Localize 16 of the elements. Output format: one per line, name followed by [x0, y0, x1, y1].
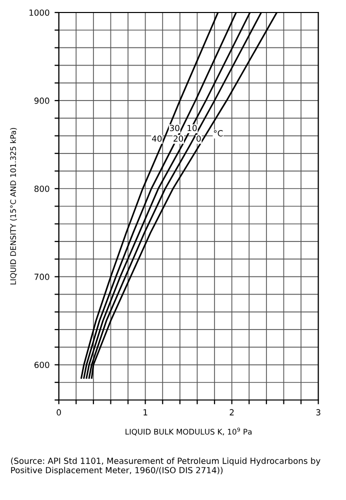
y-tick-label: 600 — [34, 362, 50, 368]
x-tick-label: 2 — [230, 409, 234, 416]
series-label: 30 — [170, 124, 180, 132]
series-label: 0 — [196, 135, 201, 142]
annotation: °C — [214, 130, 223, 136]
x-tick-label: 1 — [144, 409, 148, 416]
y-tick-label: 1000 — [30, 9, 50, 16]
x-tick-label: 3 — [316, 409, 320, 416]
series-label: 40 — [152, 135, 162, 142]
x-tick-label: 0 — [56, 409, 61, 416]
text: (Source: API Std 1101, Measurement of Petroleum Liquid Hydrocarbons by Positive Displacement Meter, 1960/(ISO DIS 2714)) — [11, 458, 320, 475]
y-tick-label: 900 — [34, 98, 50, 104]
y-tick-label: 800 — [34, 186, 50, 192]
y-tick-label: 700 — [34, 274, 50, 280]
series-label: 20 — [174, 135, 184, 142]
series-label: 10 — [188, 124, 197, 132]
